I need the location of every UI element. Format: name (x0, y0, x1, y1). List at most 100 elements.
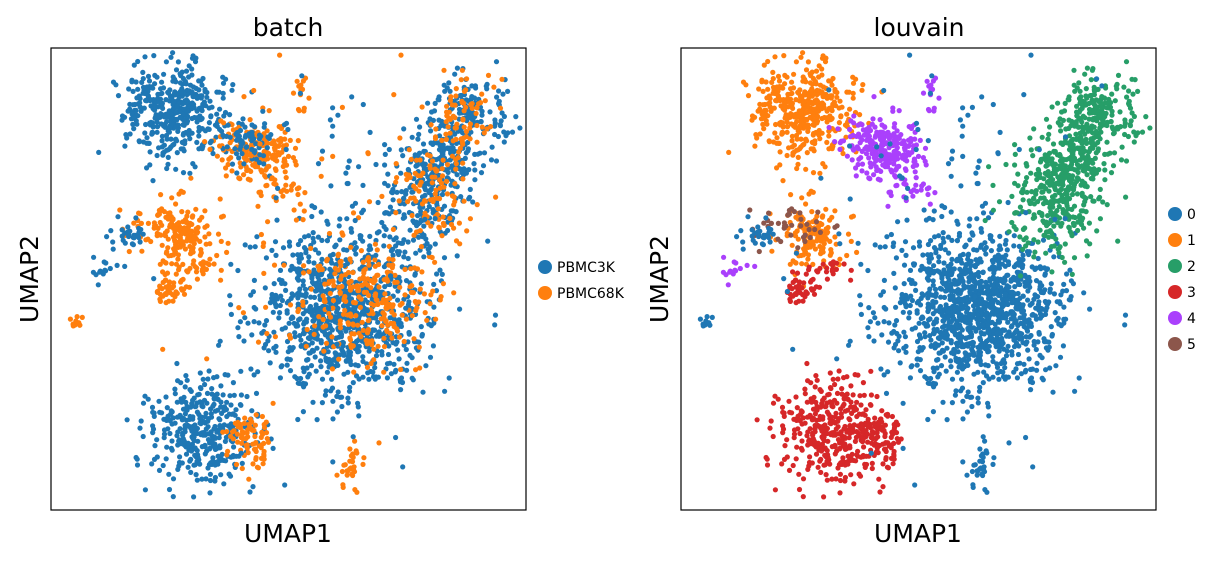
scatter-point (200, 268, 206, 274)
scatter-point (419, 269, 425, 275)
scatter-point (488, 124, 494, 130)
scatter-point (173, 136, 179, 142)
scatter-point (159, 138, 165, 144)
scatter-point (195, 229, 201, 235)
scatter-point (225, 240, 231, 246)
scatter-point (424, 180, 430, 186)
scatter-point (872, 242, 878, 248)
scatter-point (167, 430, 173, 437)
scatter-point (180, 261, 186, 267)
scatter-point (747, 207, 753, 213)
scatter-point (170, 142, 176, 148)
scatter-point (248, 153, 254, 159)
scatter-point (964, 409, 971, 415)
scatter-point (228, 402, 234, 408)
scatter-point (389, 335, 395, 341)
scatter-point (417, 286, 423, 292)
scatter-point (355, 400, 361, 406)
scatter-point (103, 260, 109, 266)
scatter-point (293, 217, 299, 223)
scatter-point (308, 294, 314, 300)
scatter-point (478, 100, 484, 106)
scatter-point (326, 230, 333, 237)
scatter-point (803, 166, 809, 172)
scatter-point (858, 155, 864, 161)
scatter-point (256, 160, 263, 166)
scatter-point (452, 102, 458, 108)
scatter-point (413, 300, 419, 306)
scatter-point (189, 434, 195, 440)
scatter-point (807, 244, 814, 250)
scatter-point (182, 120, 189, 126)
scatter-point (850, 213, 857, 219)
scatter-point (330, 459, 336, 465)
scatter-point (903, 252, 909, 258)
scatter-point (263, 255, 269, 261)
scatter-point (182, 78, 188, 85)
scatter-point (986, 413, 992, 419)
scatter-point (182, 384, 188, 390)
scatter-point (816, 74, 822, 80)
scatter-point (247, 177, 253, 183)
scatter-point (244, 393, 250, 400)
scatter-point (327, 314, 334, 320)
scatter-point (382, 142, 388, 148)
scatter-point (200, 404, 206, 410)
scatter-point (392, 369, 398, 375)
scatter-point (278, 364, 284, 370)
scatter-point (110, 246, 116, 252)
scatter-point (869, 151, 875, 157)
scatter-point (328, 388, 334, 394)
scatter-point (374, 247, 380, 253)
scatter-point (159, 133, 165, 139)
scatter-point (340, 232, 346, 238)
scatter-point (444, 178, 450, 184)
scatter-point (239, 460, 245, 466)
scatter-point (145, 236, 151, 242)
scatter-point (314, 336, 321, 342)
scatter-point (395, 347, 401, 353)
scatter-point (398, 170, 404, 176)
scatter-point (381, 335, 387, 341)
scatter-point (395, 297, 401, 303)
scatter-point (917, 137, 923, 143)
scatter-point (199, 115, 205, 121)
scatter-point (295, 380, 301, 386)
scatter-point (160, 279, 166, 285)
legend-label: PBMC68K (557, 286, 625, 302)
scatter-point (451, 202, 457, 208)
scatter-point (454, 172, 460, 178)
scatter-point (225, 161, 231, 168)
scatter-point (212, 443, 218, 449)
scatter-point (923, 162, 929, 168)
scatter-point (896, 135, 902, 141)
scatter-point (381, 233, 387, 239)
scatter-point (140, 69, 146, 75)
scatter-point (154, 288, 160, 295)
scatter-point (245, 450, 251, 456)
scatter-point (766, 139, 773, 145)
scatter-point (1042, 272, 1048, 278)
scatter-point (788, 192, 794, 198)
scatter-point (198, 414, 204, 420)
scatter-point (795, 236, 801, 242)
scatter-point (188, 388, 194, 394)
scatter-point (793, 59, 800, 65)
scatter-point (403, 316, 409, 322)
scatter-point (859, 161, 866, 167)
scatter-point (1050, 389, 1056, 395)
scatter-point (774, 140, 780, 146)
scatter-point (878, 168, 884, 174)
scatter-point (297, 201, 303, 207)
scatter-point (309, 213, 315, 220)
scatter-point (914, 308, 920, 314)
scatter-point (810, 146, 816, 152)
scatter-point (447, 130, 453, 136)
scatter-point (464, 228, 470, 234)
scatter-point (451, 194, 457, 200)
scatter-point (301, 319, 307, 325)
scatter-point (199, 93, 205, 99)
scatter-point (894, 145, 900, 151)
scatter-point (813, 219, 820, 225)
scatter-point (171, 280, 177, 286)
